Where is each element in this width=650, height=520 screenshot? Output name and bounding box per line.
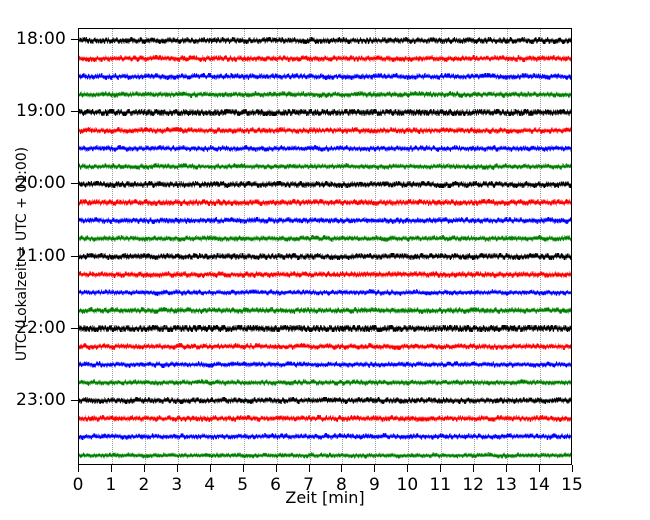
x-tick-mark (440, 465, 442, 472)
y-tick-label: 21:00 (16, 245, 66, 266)
x-tick-mark (143, 465, 145, 472)
y-tick-mark (71, 399, 78, 401)
gridline-vertical (408, 29, 410, 464)
x-axis-title: Zeit [min] (285, 488, 365, 507)
seismic-trace (79, 234, 571, 242)
seismic-trace (79, 451, 571, 459)
seismic-trace (79, 216, 571, 224)
seismic-trace (79, 433, 571, 441)
x-tick-label: 13 (495, 475, 517, 495)
gridline-vertical (540, 29, 542, 464)
x-tick-label: 9 (368, 475, 380, 495)
gridline-vertical (342, 29, 344, 464)
x-tick-mark (407, 465, 409, 472)
seismic-trace (79, 307, 571, 315)
x-tick-mark (572, 465, 573, 472)
gridline-vertical (276, 29, 279, 464)
x-tick-mark (110, 465, 112, 472)
gridline-vertical (210, 29, 213, 464)
x-tick-mark (308, 465, 310, 472)
gridline-vertical (177, 29, 180, 464)
y-tick-label: 18:00 (16, 29, 66, 49)
x-tick-mark (506, 465, 508, 472)
x-tick-label: 14 (528, 475, 550, 495)
y-tick-mark (71, 39, 78, 40)
y-tick-label: 20:00 (16, 173, 66, 194)
x-tick-label: 0 (72, 475, 84, 495)
x-tick-mark (176, 465, 178, 472)
y-tick-label: 23:00 (16, 389, 66, 410)
seismic-trace (79, 379, 571, 387)
x-tick-mark (341, 465, 343, 472)
seismic-trace (79, 253, 571, 261)
x-tick-label: 2 (138, 475, 150, 495)
seismic-trace (79, 271, 571, 279)
x-tick-label: 7 (303, 475, 314, 495)
x-tick-mark (209, 465, 211, 472)
seismic-trace (79, 415, 571, 423)
seismic-trace (79, 180, 571, 188)
seismic-trace (79, 90, 571, 98)
x-tick-label: 3 (171, 475, 183, 495)
x-tick-label: 10 (396, 475, 419, 495)
seismic-trace (79, 397, 571, 405)
seismic-trace (79, 343, 571, 351)
x-tick-label: 5 (237, 475, 249, 495)
seismic-trace (79, 108, 571, 116)
seismic-trace (79, 36, 571, 44)
seismic-trace (79, 126, 571, 134)
y-tick-label: 22:00 (16, 317, 66, 338)
x-tick-label: 12 (462, 475, 485, 495)
seismic-trace (79, 54, 571, 62)
x-tick-label: 6 (270, 475, 282, 495)
x-tick-label: 8 (336, 475, 347, 495)
y-axis-title: UTC (Lokalzeit = UTC + 01:00) (14, 146, 30, 362)
x-tick-mark (78, 465, 79, 472)
x-tick-label: 1 (105, 475, 117, 495)
gridline-vertical (309, 29, 312, 464)
gridline-vertical (243, 29, 246, 464)
y-tick-mark (71, 111, 78, 113)
gridline-vertical (441, 29, 443, 464)
gridline-vertical (111, 29, 114, 464)
seismic-trace (79, 289, 571, 297)
y-tick-mark (71, 255, 78, 257)
y-axis-ticks: 18:00 19:00 20:00 21:00 22:00 23:00 (0, 0, 78, 520)
x-tick-label: 11 (429, 475, 452, 495)
gridline-vertical (507, 29, 509, 464)
seismic-trace (79, 198, 571, 206)
gridline-vertical (144, 29, 147, 464)
seismic-trace (79, 325, 571, 333)
trace-layer (79, 29, 571, 464)
seismic-trace (79, 162, 571, 170)
x-tick-label: 15 (561, 475, 583, 495)
seismic-trace (79, 144, 571, 152)
seismic-trace (79, 361, 571, 369)
y-tick-label: 19:00 (16, 101, 66, 122)
x-tick-label: 4 (204, 475, 216, 495)
gridline-vertical (474, 29, 476, 464)
x-tick-mark (242, 465, 244, 472)
seismic-trace (79, 72, 571, 80)
y-tick-mark (71, 327, 78, 329)
x-axis-ticks: 0 1 2 3 4 5 6 7 8 9 10 11 12 13 14 15 (0, 465, 650, 505)
x-tick-mark (275, 465, 277, 472)
x-tick-mark (539, 465, 541, 472)
gridline-vertical (375, 29, 377, 464)
vertical-gridlines (79, 29, 571, 464)
x-tick-mark (473, 465, 475, 472)
x-tick-mark (374, 465, 376, 472)
plot-area (78, 28, 572, 465)
y-tick-mark (71, 183, 78, 185)
